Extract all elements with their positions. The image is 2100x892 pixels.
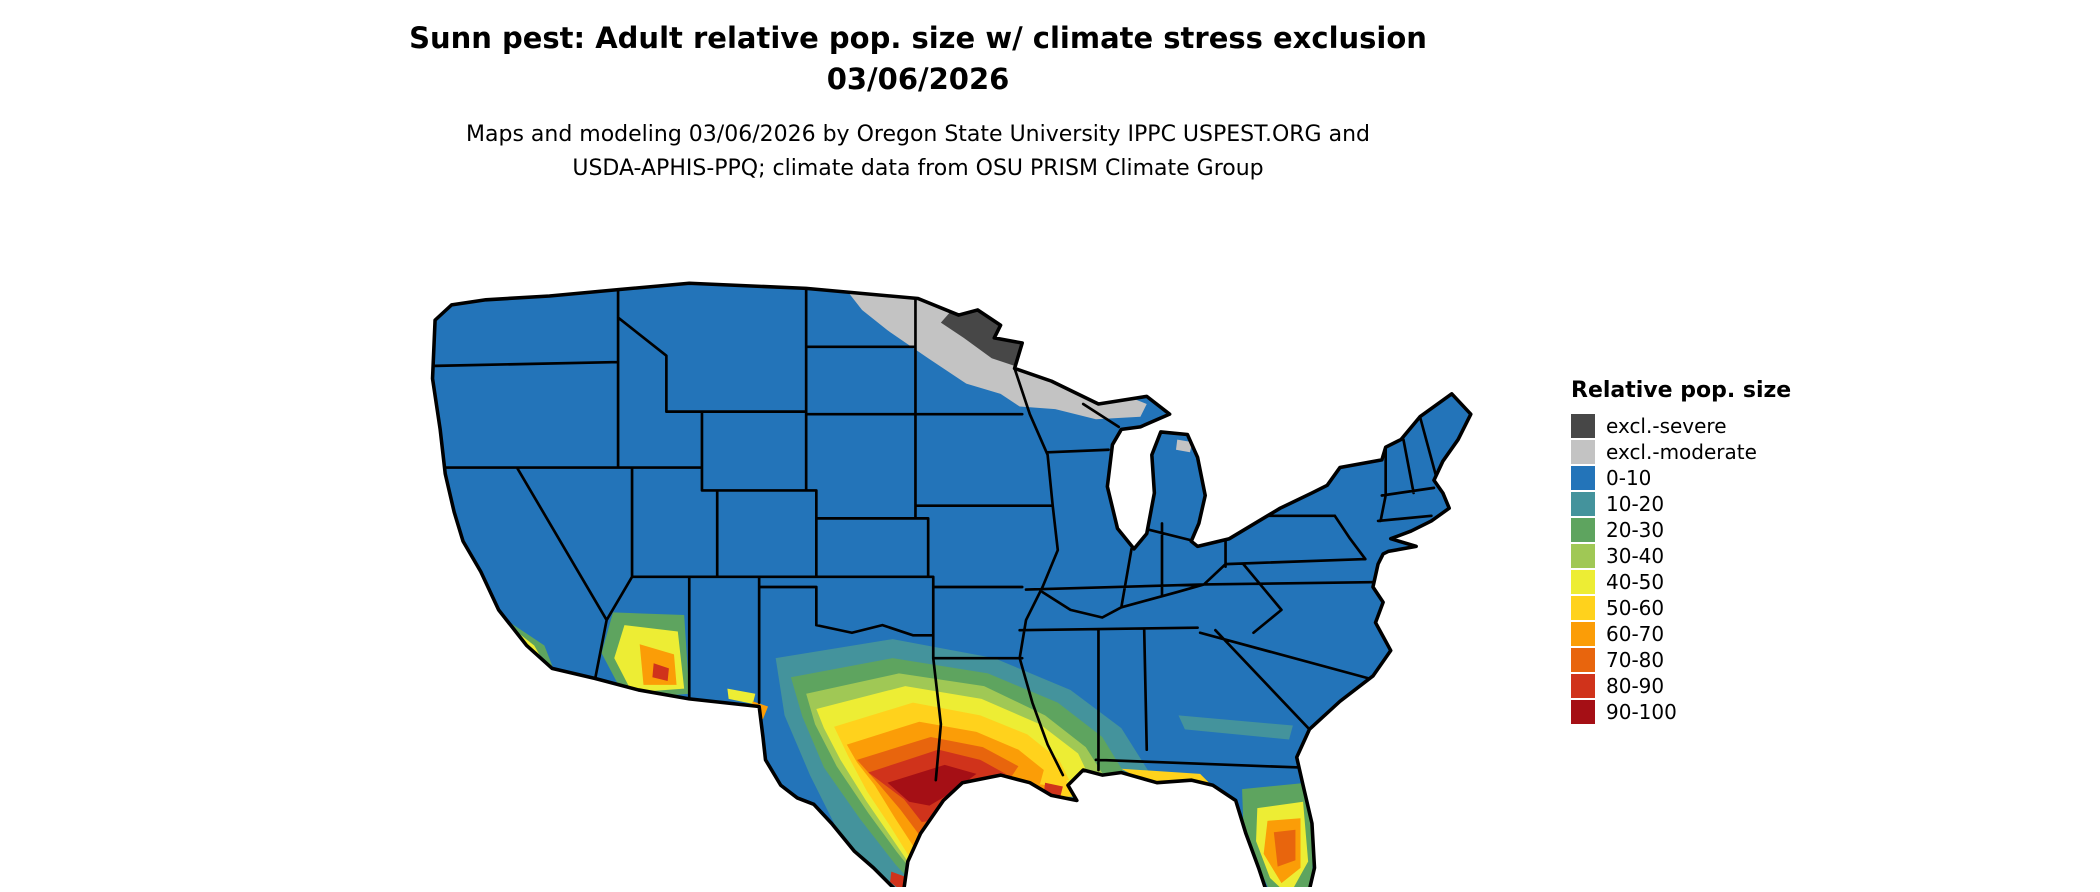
legend-swatch [1571, 570, 1595, 594]
legend-item: 40-50 [1571, 569, 1791, 595]
legend-item: 80-90 [1571, 673, 1791, 699]
legend-item-label: 80-90 [1606, 674, 1665, 698]
subtitles: Maps and modeling 03/06/2026 by Oregon S… [308, 118, 1528, 186]
legend-items: excl.-severe excl.-moderate 0-10 10-20 2… [1571, 413, 1791, 725]
legend-swatch [1571, 622, 1595, 646]
legend-item: excl.-severe [1571, 413, 1791, 439]
legend-item-label: 50-60 [1606, 596, 1665, 620]
legend-item: 60-70 [1571, 621, 1791, 647]
legend-swatch [1571, 596, 1595, 620]
legend-item-label: 0-10 [1606, 466, 1652, 490]
legend-swatch [1571, 440, 1595, 464]
page-title: Sunn pest: Adult relative pop. size w/ c… [409, 21, 1427, 55]
legend-item-label: 60-70 [1606, 622, 1665, 646]
legend-item: 90-100 [1571, 699, 1791, 725]
legend-swatch [1571, 674, 1595, 698]
legend-item-label: excl.-severe [1606, 414, 1727, 438]
legend-item: 50-60 [1571, 595, 1791, 621]
legend-item-label: 30-40 [1606, 544, 1665, 568]
subtitle-line-1: Maps and modeling 03/06/2026 by Oregon S… [466, 122, 1370, 147]
legend: Relative pop. size excl.-severe excl.-mo… [1571, 378, 1791, 725]
legend-item-label: excl.-moderate [1606, 440, 1757, 464]
legend-swatch [1571, 518, 1595, 542]
legend-item-label: 10-20 [1606, 492, 1665, 516]
legend-swatch [1571, 466, 1595, 490]
map-region-excl-severe [940, 309, 1023, 366]
us-outline [430, 281, 1473, 887]
page-title-date: 03/06/2026 [826, 62, 1010, 96]
us-map [308, 226, 1528, 887]
legend-swatch [1571, 544, 1595, 568]
legend-item: 20-30 [1571, 517, 1791, 543]
titles: Sunn pest: Adult relative pop. size w/ c… [308, 18, 1528, 100]
state-borders [433, 287, 1438, 782]
legend-swatch [1571, 492, 1595, 516]
legend-swatch [1571, 700, 1595, 724]
legend-item-label: 40-50 [1606, 570, 1665, 594]
legend-item-label: 70-80 [1606, 648, 1665, 672]
legend-item: 70-80 [1571, 647, 1791, 673]
legend-title: Relative pop. size [1571, 378, 1792, 403]
subtitle-line-2: USDA-APHIS-PPQ; climate data from OSU PR… [572, 156, 1264, 181]
legend-item: 10-20 [1571, 491, 1791, 517]
legend-item-label: 20-30 [1606, 518, 1665, 542]
legend-item: 0-10 [1571, 465, 1791, 491]
legend-swatch [1571, 648, 1595, 672]
map-region-90-100 [887, 764, 977, 806]
legend-item-label: 90-100 [1606, 700, 1677, 724]
us-map-svg [430, 281, 1473, 887]
legend-swatch [1571, 414, 1595, 438]
legend-item: 30-40 [1571, 543, 1791, 569]
legend-item: excl.-moderate [1571, 439, 1791, 465]
